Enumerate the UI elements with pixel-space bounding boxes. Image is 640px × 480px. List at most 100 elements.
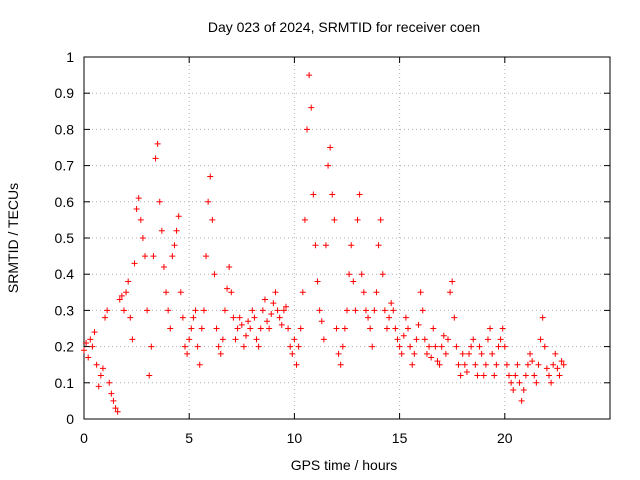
data-point	[221, 307, 228, 314]
x-axis-label: GPS time / hours	[291, 457, 398, 473]
data-point	[87, 336, 94, 343]
data-point	[207, 173, 214, 180]
x-tick-label: 0	[80, 430, 88, 446]
data-point	[440, 332, 447, 339]
data-point	[501, 343, 508, 350]
data-point	[217, 350, 224, 357]
data-point	[163, 289, 170, 296]
data-point	[253, 336, 260, 343]
data-point	[377, 216, 384, 223]
data-point	[280, 307, 287, 314]
data-point	[423, 350, 430, 357]
data-point	[331, 216, 338, 223]
data-point	[503, 361, 510, 368]
data-point	[545, 372, 552, 379]
data-point	[97, 372, 104, 379]
data-point	[276, 314, 283, 321]
data-point	[421, 336, 428, 343]
data-point	[453, 343, 460, 350]
data-point	[251, 314, 258, 321]
data-point	[135, 195, 142, 202]
data-point	[436, 361, 443, 368]
data-point	[211, 271, 218, 278]
data-point	[228, 289, 235, 296]
data-point	[535, 361, 542, 368]
data-point	[282, 303, 289, 310]
data-point	[457, 372, 464, 379]
data-point	[203, 253, 210, 260]
data-point	[392, 325, 399, 332]
data-point	[390, 307, 397, 314]
data-point	[144, 307, 151, 314]
data-point	[167, 325, 174, 332]
data-point	[146, 372, 153, 379]
data-point	[230, 314, 237, 321]
data-point	[497, 336, 504, 343]
x-tick-label: 15	[392, 430, 408, 446]
data-point	[165, 307, 172, 314]
x-tick-label: 10	[287, 430, 303, 446]
data-point	[154, 140, 161, 147]
data-point	[527, 350, 534, 357]
data-point	[482, 361, 489, 368]
data-point	[405, 325, 412, 332]
data-point	[533, 379, 540, 386]
data-point	[484, 336, 491, 343]
data-point	[550, 361, 557, 368]
grid-lines	[84, 57, 610, 419]
y-tick-label: 0.8	[55, 121, 75, 137]
data-point	[325, 162, 332, 169]
data-point	[118, 292, 125, 299]
data-point	[508, 379, 515, 386]
data-point	[333, 325, 340, 332]
data-point	[426, 343, 433, 350]
data-point	[215, 343, 222, 350]
data-point	[529, 358, 536, 365]
data-point	[89, 343, 96, 350]
data-point	[148, 343, 155, 350]
data-point	[337, 361, 344, 368]
data-point	[318, 318, 325, 325]
data-point	[335, 350, 342, 357]
data-point	[224, 285, 231, 292]
data-point	[548, 379, 555, 386]
data-point	[261, 296, 268, 303]
y-tick-label: 0.3	[55, 302, 75, 318]
data-point	[434, 358, 441, 365]
data-point	[184, 350, 191, 357]
data-point	[205, 198, 212, 205]
data-point	[139, 235, 146, 241]
data-point	[102, 314, 109, 321]
data-point	[539, 314, 546, 321]
data-point	[137, 216, 144, 223]
y-tick-label: 0.7	[55, 158, 75, 174]
data-point	[198, 325, 205, 332]
data-point	[133, 206, 140, 213]
data-point	[304, 126, 311, 133]
data-point	[234, 325, 241, 332]
data-point	[316, 307, 323, 314]
data-point	[179, 314, 186, 321]
data-point	[110, 397, 117, 404]
data-point	[85, 354, 92, 361]
data-point	[295, 343, 302, 350]
data-point	[514, 361, 521, 368]
data-point	[341, 325, 348, 332]
data-point	[150, 253, 157, 260]
data-point	[350, 278, 357, 285]
data-point	[459, 350, 466, 357]
data-point	[196, 361, 203, 368]
data-point	[125, 278, 132, 285]
data-point	[171, 242, 178, 249]
data-point	[112, 405, 119, 412]
data-point	[344, 307, 350, 314]
data-point	[398, 350, 405, 357]
x-tick-label: 5	[185, 430, 193, 446]
data-point	[91, 329, 98, 336]
data-point	[83, 339, 90, 346]
data-point	[444, 336, 451, 343]
data-point	[240, 343, 247, 350]
data-point	[438, 343, 445, 350]
data-point	[160, 263, 167, 270]
data-point	[402, 314, 409, 321]
